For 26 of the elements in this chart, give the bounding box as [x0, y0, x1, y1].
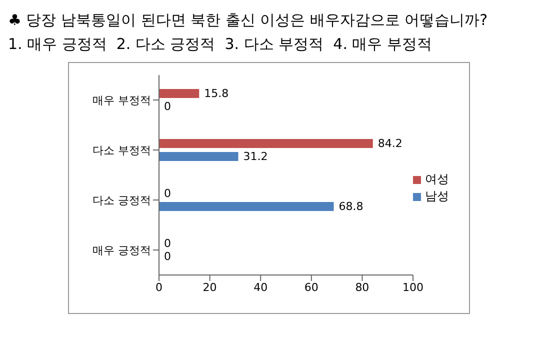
y-tick-label: 다소 긍정적	[92, 194, 151, 207]
bar	[159, 202, 334, 211]
y-tick-label: 다소 부정적	[92, 144, 151, 157]
bar	[159, 152, 238, 161]
bar	[159, 89, 200, 98]
data-label: 15.8	[204, 87, 229, 100]
x-tick-label: 60	[304, 280, 318, 294]
x-tick-label: 20	[202, 280, 217, 294]
x-tick-label: 40	[254, 280, 268, 294]
data-label: 68.8	[338, 200, 364, 213]
legend-label: 남성	[425, 189, 449, 203]
x-tick-label: 0	[156, 280, 162, 294]
bar	[159, 139, 373, 148]
data-label: 0	[164, 237, 171, 250]
data-label: 0	[164, 100, 171, 113]
data-label: 0	[164, 187, 171, 200]
data-label: 0	[164, 250, 171, 263]
data-label: 31.2	[243, 150, 268, 163]
x-tick-label: 80	[355, 280, 370, 294]
chart-title: ♣ 당장 남북통일이 된다면 북한 출신 이성은 배우자감으로 어떻습니까?	[8, 10, 489, 31]
legend-label: 여성	[425, 172, 449, 186]
data-label: 84.2	[378, 137, 402, 150]
x-tick-label: 100	[402, 280, 424, 294]
y-tick-label: 매우 부정적	[92, 94, 151, 107]
y-tick-label: 매우 긍정적	[92, 244, 151, 257]
chart-subtitle: 1. 매우 긍정적 2. 다소 긍정적 3. 다소 부정적 4. 매우 부정적	[8, 34, 433, 55]
